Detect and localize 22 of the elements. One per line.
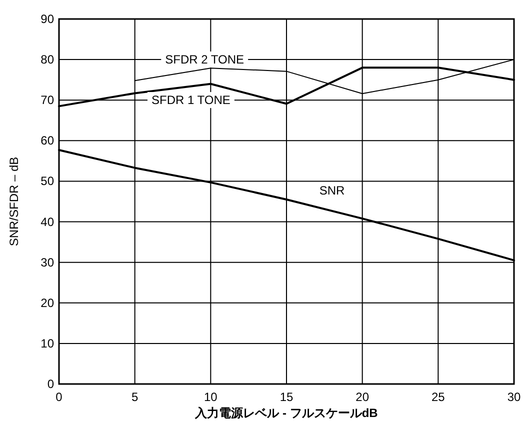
x-tick-label: 0: [56, 390, 63, 404]
series-label: SFDR 1 TONE: [151, 93, 230, 108]
x-tick-label: 30: [507, 390, 521, 404]
y-tick-label: 80: [40, 52, 54, 67]
y-tick-label: 60: [40, 134, 54, 148]
x-tick-label: 20: [356, 390, 370, 404]
series-label: SFDR 2 TONE: [165, 52, 244, 67]
y-tick-label: 10: [40, 336, 54, 350]
x-tick-label: 10: [204, 390, 218, 404]
x-tick-label: 5: [131, 390, 138, 404]
y-tick-label: 50: [40, 174, 54, 188]
x-tick-label: 25: [431, 390, 446, 404]
y-tick-label: 70: [40, 93, 54, 108]
x-tick-label: 15: [280, 390, 294, 404]
y-tick-label: 30: [40, 255, 54, 270]
y-axis-title: SNR/SFDR – dB: [7, 156, 21, 246]
x-axis-title: 入力電源レベル - フルスケールdB: [194, 406, 378, 420]
y-tick-label: 0: [47, 377, 54, 391]
y-tick-label: 20: [40, 296, 54, 310]
y-tick-label: 40: [40, 214, 54, 229]
y-tick-label: 90: [40, 12, 54, 26]
series-label: SNR: [319, 184, 345, 198]
